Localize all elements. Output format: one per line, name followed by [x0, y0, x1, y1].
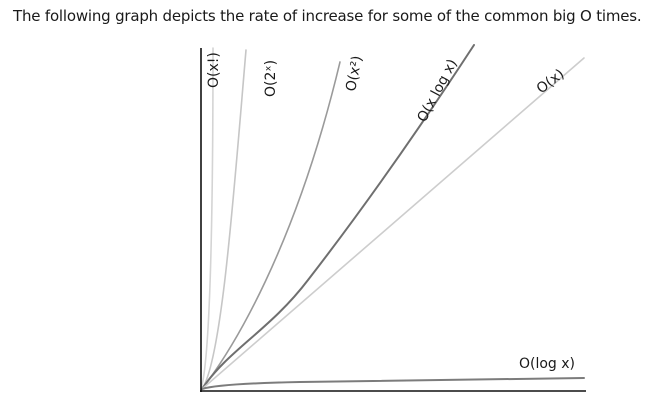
graph-caption: The following graph depicts the rate of …	[13, 7, 642, 25]
curve-factorial	[200, 47, 214, 390]
curve-linear	[201, 57, 585, 390]
label-quadratic: O(x²)	[343, 55, 366, 93]
label-linear: O(x)	[534, 66, 568, 97]
label-exponential: O(2ˣ)	[263, 60, 279, 97]
curve-quadratic	[201, 61, 341, 390]
label-linearithmic: O(x log x)	[414, 57, 460, 125]
label-factorial: O(x!)	[206, 52, 222, 88]
curve-linearithmic	[201, 44, 475, 390]
curve-logarithmic	[201, 377, 585, 390]
curve-exponential	[201, 49, 247, 390]
label-logarithmic: O(log x)	[519, 356, 575, 372]
curves-group	[200, 44, 585, 390]
